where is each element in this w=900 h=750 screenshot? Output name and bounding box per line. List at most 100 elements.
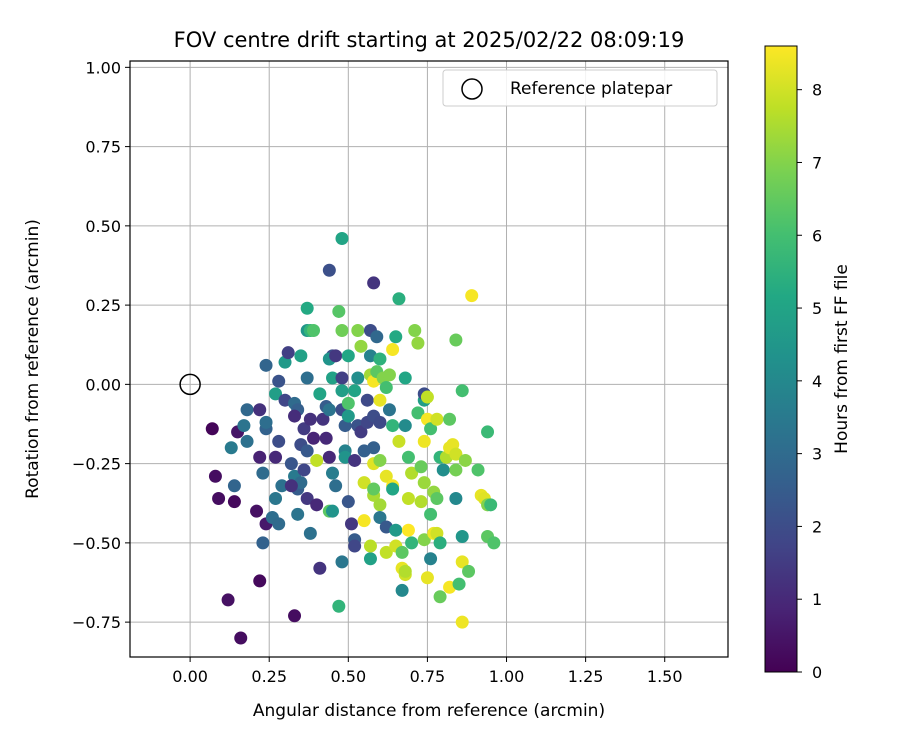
- data-point: [253, 574, 267, 588]
- data-point: [341, 495, 355, 509]
- data-point: [205, 422, 219, 436]
- data-point: [329, 349, 343, 363]
- y-tick-label: −0.50: [72, 534, 121, 553]
- data-point: [405, 466, 419, 480]
- data-point: [310, 453, 324, 467]
- data-point: [234, 631, 248, 645]
- data-point: [449, 333, 463, 347]
- data-point: [284, 479, 298, 493]
- data-point: [325, 504, 339, 518]
- data-point: [259, 415, 273, 429]
- data-point: [351, 371, 365, 385]
- data-point: [335, 371, 349, 385]
- data-point: [269, 491, 283, 505]
- data-point: [240, 434, 254, 448]
- x-axis-label: Angular distance from reference (arcmin): [253, 701, 605, 721]
- data-point: [237, 419, 251, 433]
- data-point: [430, 412, 444, 426]
- data-point: [300, 301, 314, 315]
- data-point: [256, 536, 270, 550]
- data-point: [335, 232, 349, 246]
- y-tick-label: −0.75: [72, 613, 121, 632]
- reference-point: [179, 373, 201, 396]
- data-point: [348, 539, 362, 553]
- data-point: [319, 431, 333, 445]
- data-point: [288, 609, 302, 623]
- y-tick-label: 0.25: [85, 296, 121, 315]
- x-tick-label: 0.25: [251, 667, 287, 686]
- y-tick-label: 0.75: [85, 138, 121, 157]
- chart-title: FOV centre drift starting at 2025/02/22 …: [174, 28, 685, 52]
- data-point: [310, 498, 324, 512]
- data-point: [433, 536, 447, 550]
- data-point: [382, 368, 396, 382]
- reference-marker: [179, 373, 201, 396]
- data-point: [291, 507, 305, 521]
- colorbar-tick-label: 8: [812, 81, 822, 100]
- data-point: [373, 393, 387, 407]
- data-point: [401, 491, 415, 505]
- data-point: [335, 555, 349, 569]
- data-point: [329, 479, 343, 493]
- x-axis-ticks: 0.00 0.25 0.50 0.75 1.00 1.25 1.50: [172, 657, 683, 686]
- data-point: [449, 447, 463, 461]
- data-point: [224, 441, 238, 455]
- data-point: [386, 482, 400, 496]
- data-point: [357, 514, 371, 528]
- data-point: [275, 479, 289, 493]
- data-point: [325, 371, 339, 385]
- data-point: [272, 517, 286, 531]
- data-point: [379, 381, 393, 395]
- data-point: [455, 555, 469, 569]
- data-point: [436, 463, 450, 477]
- data-point: [297, 463, 311, 477]
- data-point: [373, 415, 387, 429]
- x-tick-label: 0.00: [172, 667, 208, 686]
- data-point: [424, 422, 438, 436]
- colorbar-label: Hours from first FF file: [832, 264, 852, 454]
- data-point: [449, 463, 463, 477]
- data-point: [484, 498, 498, 512]
- data-point: [363, 552, 377, 566]
- data-points: [205, 232, 501, 645]
- grid-lines: [130, 61, 728, 657]
- data-point: [303, 412, 317, 426]
- data-point: [208, 469, 222, 483]
- colorbar-tick-label: 6: [812, 226, 822, 245]
- data-point: [398, 564, 412, 578]
- data-point: [332, 304, 346, 318]
- data-point: [341, 396, 355, 410]
- data-point: [455, 615, 469, 629]
- data-point: [367, 276, 381, 290]
- data-point: [465, 289, 479, 303]
- data-point: [332, 599, 346, 613]
- data-point: [307, 431, 321, 445]
- data-point: [462, 564, 476, 578]
- data-point: [395, 545, 409, 559]
- colorbar-ticks: 0 1 2 3 4 5 6 7 8: [797, 81, 822, 682]
- legend-marker-open-circle: [461, 78, 483, 100]
- data-point: [284, 457, 298, 471]
- data-point: [344, 517, 358, 531]
- data-point: [389, 523, 403, 537]
- data-point: [455, 530, 469, 544]
- legend-label-reference-platepar: Reference platepar: [510, 79, 672, 99]
- plot-frame: [129, 60, 729, 658]
- data-point: [420, 390, 434, 404]
- data-point: [316, 412, 330, 426]
- data-point: [227, 479, 241, 493]
- data-point: [433, 590, 447, 604]
- data-point: [379, 545, 393, 559]
- data-point: [373, 352, 387, 366]
- data-point: [401, 523, 415, 537]
- data-point: [443, 412, 457, 426]
- x-tick-label: 0.50: [331, 667, 367, 686]
- y-tick-label: 0.00: [85, 375, 121, 394]
- colorbar-tick-label: 2: [812, 517, 822, 536]
- colorbar-tick-label: 0: [812, 663, 822, 682]
- data-point: [401, 450, 415, 464]
- data-point: [373, 511, 387, 525]
- data-point: [272, 374, 286, 388]
- x-tick-label: 0.75: [410, 667, 446, 686]
